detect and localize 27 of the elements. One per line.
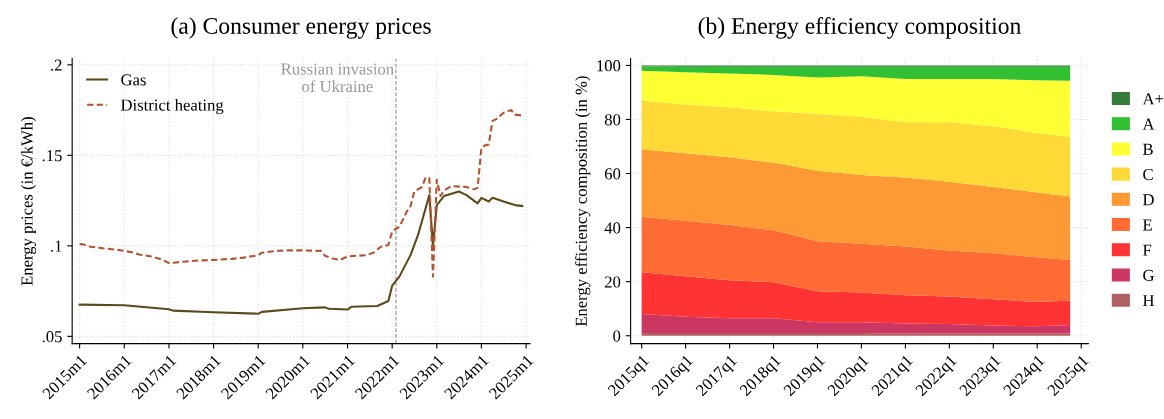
y-tick-label: 100 <box>597 60 621 72</box>
legend-label: F <box>1142 244 1152 256</box>
legend-label: E <box>1142 219 1152 231</box>
legend-label: D <box>1142 194 1154 206</box>
line-series <box>78 190 524 315</box>
legend-label: A+ <box>1142 93 1164 105</box>
legend-label: C <box>1143 168 1153 181</box>
chart-title: (a) Consumer energy prices <box>171 17 431 39</box>
legend-label: A <box>1142 118 1155 130</box>
legend-label: H <box>1142 295 1155 307</box>
y-tick-label: 60 <box>604 168 621 180</box>
legend-label: B <box>1142 143 1153 155</box>
y-tick-label: 80 <box>604 114 621 126</box>
y-axis-title: Energy efficiency composition (in %) <box>575 76 591 327</box>
ref-line-label: Russian invasion of Ukraine <box>281 63 394 93</box>
y-tick-label: 0 <box>613 330 621 342</box>
y-tick-label: 40 <box>604 222 621 234</box>
y-tick-label: .15 <box>42 150 62 162</box>
y-tick-label: .2 <box>51 59 62 71</box>
y-tick-label: 20 <box>604 276 621 288</box>
legend-label: District heating <box>120 98 224 115</box>
legend-label: Gas <box>121 74 146 86</box>
y-tick-label: .05 <box>42 331 62 343</box>
chart-title: (b) Energy efficiency composition <box>698 17 1021 39</box>
y-tick-label: .1 <box>51 240 62 252</box>
legend-label: G <box>1143 269 1155 281</box>
y-axis-title: Energy prices (in €/kWh) <box>20 117 37 286</box>
